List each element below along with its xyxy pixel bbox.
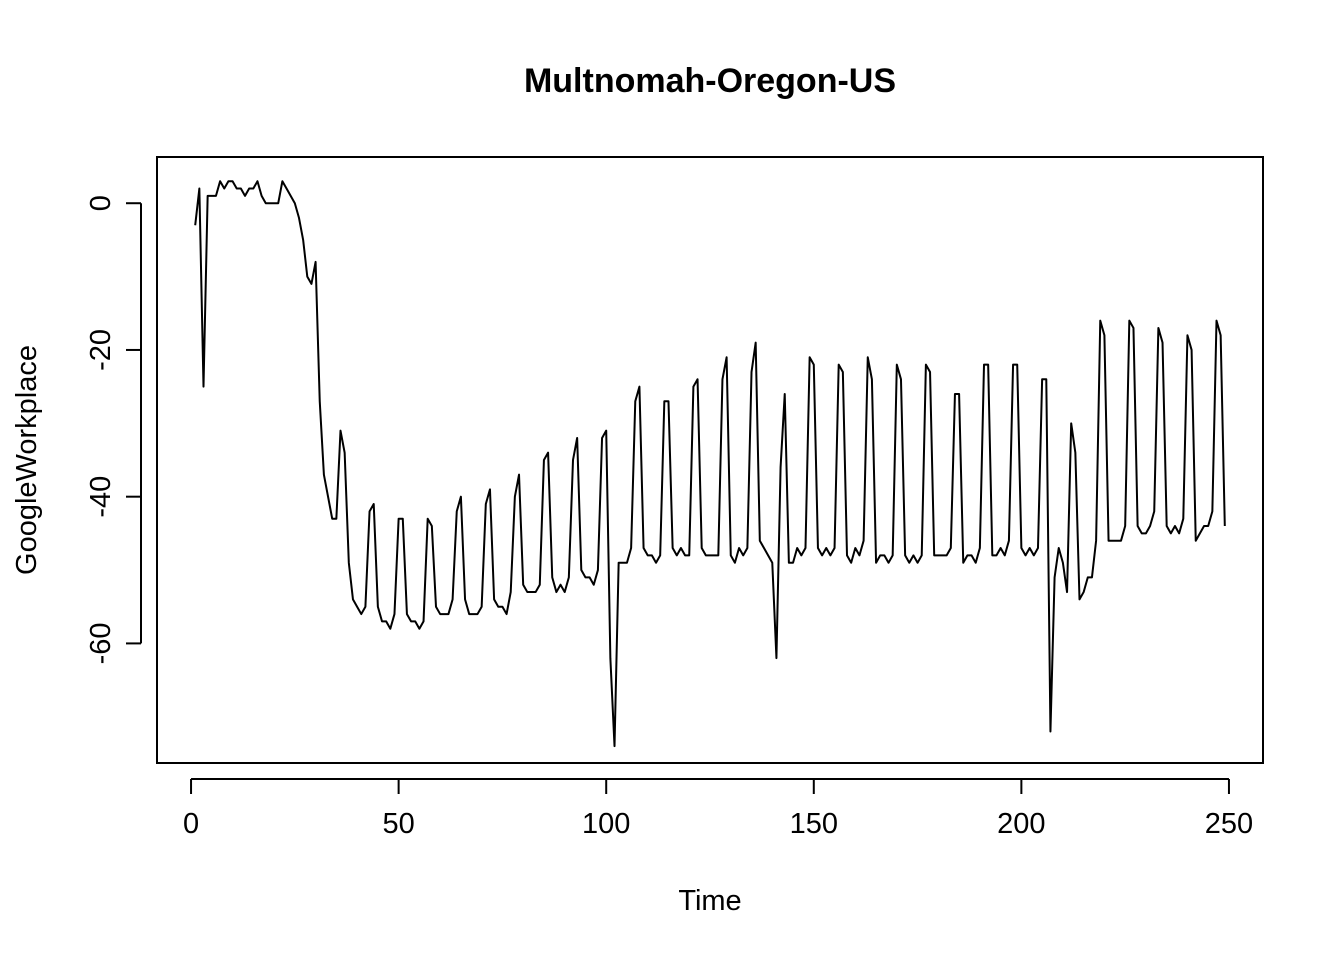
y-tick-label: -60 [85, 622, 117, 664]
y-tick-label: 0 [85, 195, 117, 211]
x-axis: 0 50 100 150 200 250 [183, 778, 1253, 840]
x-tick-label: 50 [382, 808, 414, 840]
x-tick-label: 0 [183, 808, 199, 840]
x-tick-label: 150 [790, 808, 838, 840]
x-tick-label: 250 [1205, 808, 1253, 840]
x-axis-label: Time [678, 885, 741, 917]
chart-title: Multnomah-Oregon-US [524, 62, 896, 100]
x-tick-label: 200 [997, 808, 1045, 840]
y-tick-label: -40 [85, 476, 117, 518]
series-line-googleworkplace [194, 180, 1226, 748]
x-tick-label: 100 [582, 808, 630, 840]
y-tick-label: -20 [85, 329, 117, 371]
y-axis-label: GoogleWorkplace [11, 345, 43, 575]
plot-frame [156, 156, 1264, 764]
y-axis: 0 -20 -40 -60 [85, 195, 142, 664]
